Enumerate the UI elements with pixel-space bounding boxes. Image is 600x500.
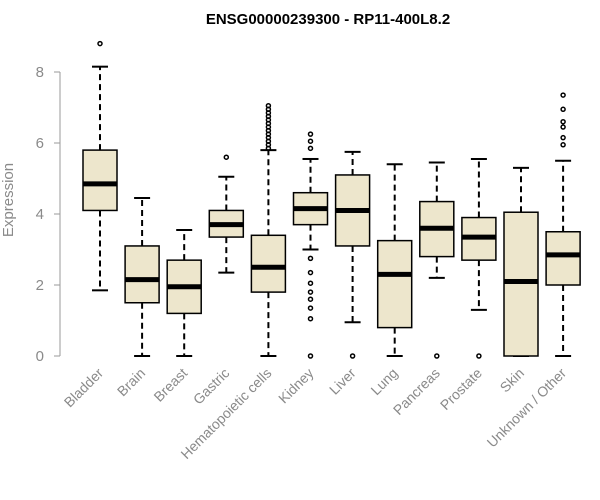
x-tick-label: Unknown / Other <box>484 365 570 451</box>
x-tick-label: Skin <box>497 365 528 396</box>
box-prostate <box>461 157 497 359</box>
y-tick-label: 8 <box>36 64 44 81</box>
y-axis-label: Expression <box>0 163 17 237</box>
box-iqr <box>82 149 118 212</box>
outlier-point <box>307 280 314 286</box>
x-tick-label: Lung <box>367 365 400 398</box>
outlier-point <box>560 106 566 113</box>
outlier-point <box>307 305 314 311</box>
box-lung <box>376 163 413 357</box>
outlier-point <box>560 92 566 98</box>
outlier-point <box>307 289 314 295</box>
x-tick-label: Bladder <box>61 365 107 411</box>
outlier-point <box>265 102 272 109</box>
box-bladder <box>82 40 118 292</box>
outlier-point <box>307 296 314 302</box>
outlier-point <box>97 40 103 47</box>
box-unknown-other <box>545 92 581 357</box>
outlier-point <box>223 154 230 160</box>
x-tick-label: Kidney <box>275 365 317 407</box>
box-iqr <box>250 234 287 293</box>
outlier-point <box>307 269 314 276</box>
box-iqr <box>124 245 160 304</box>
y-tick-label: 6 <box>36 135 44 152</box>
x-tick-label: Prostate <box>437 365 485 413</box>
y-tick-label: 4 <box>36 206 44 223</box>
box-gastric <box>208 154 245 274</box>
outlier-point <box>560 124 566 130</box>
chart-title: ENSG00000239300 - RP11-400L8.2 <box>206 11 450 28</box>
x-tick-label: Pancreas <box>390 365 443 418</box>
x-tick-label: Liver <box>326 365 359 398</box>
outlier-point <box>434 353 440 359</box>
y-axis: 0 2 4 6 8 <box>36 64 61 365</box>
outlier-point <box>307 255 314 262</box>
y-tick-label: 0 <box>36 348 44 365</box>
outlier-point <box>560 142 566 148</box>
box-breast <box>166 228 202 357</box>
outlier-point <box>560 134 566 141</box>
box-pancreas <box>419 161 455 359</box>
box-kidney <box>292 131 329 359</box>
box-iqr <box>376 239 413 329</box>
box-hematopoietic-cells <box>250 102 287 357</box>
outlier-point <box>307 353 314 359</box>
outlier-point <box>349 353 356 359</box>
box-brain <box>124 197 160 357</box>
box-skin <box>503 166 539 357</box>
outlier-point <box>307 145 314 152</box>
box-liver <box>334 150 371 359</box>
outlier-point <box>560 118 566 125</box>
outlier-point <box>307 131 314 137</box>
boxes-layer <box>82 40 581 359</box>
x-tick-label: Breast <box>150 365 190 405</box>
y-tick-label: 2 <box>36 277 44 294</box>
outlier-point <box>307 138 314 144</box>
box-iqr <box>503 211 539 357</box>
x-tick-label: Brain <box>114 365 148 399</box>
outlier-point <box>476 353 482 359</box>
box-iqr <box>545 231 581 286</box>
outlier-point <box>307 315 314 322</box>
